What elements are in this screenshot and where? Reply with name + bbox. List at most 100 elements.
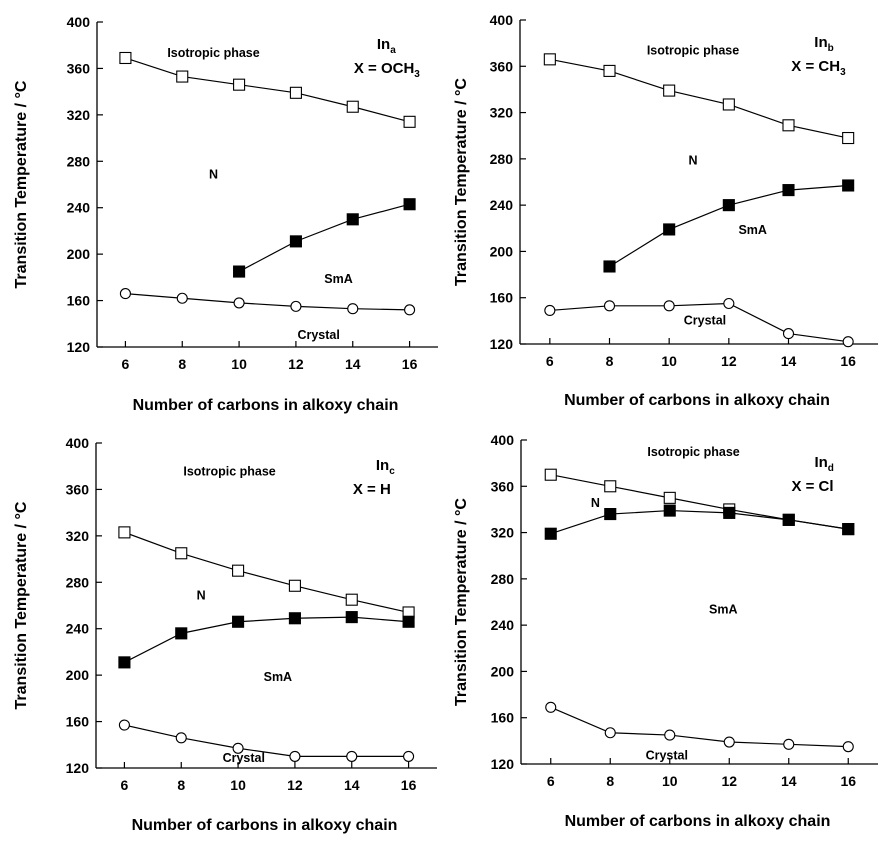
phase-label: SmA [264, 670, 292, 684]
data-point-open-circle [119, 288, 131, 300]
compound-label: Ind [814, 454, 833, 474]
data-point-filled-square [402, 615, 415, 628]
data-point-open-circle [175, 732, 187, 744]
y-tick-label: 120 [490, 336, 514, 352]
data-point-open-square [403, 115, 416, 128]
chart-panel-2: 120 160 200 240 280 320 360 400 6 8 10 12 14 16 Number… [453, 12, 878, 409]
series-line-open-circle [124, 724, 409, 757]
substituent-formula: X = Cl [791, 478, 833, 495]
y-tick-label: 240 [67, 200, 91, 216]
data-point-open-square [119, 51, 132, 65]
y-tick-label: 320 [67, 107, 91, 123]
data-point-open-square [346, 100, 359, 113]
data-point-filled-square [346, 213, 359, 226]
compound-subscript: a [390, 45, 396, 56]
x-axis-label: Number of carbons in alkoxy chain [133, 397, 399, 414]
data-point-open-circle [290, 300, 302, 312]
x-tick-label: 6 [546, 353, 554, 369]
data-point-filled-square [663, 223, 676, 236]
data-point-open-circle [783, 738, 795, 750]
data-point-filled-square [782, 513, 795, 526]
x-tick-label: 14 [345, 356, 361, 372]
y-axis-label: Transition Temperature / °C [453, 498, 470, 706]
y-tick-label: 160 [490, 290, 514, 306]
chart-panel-3: 120 160 200 240 280 320 360 400 6 8 10 12 14 16 Number… [13, 435, 437, 834]
x-tick-label: 8 [178, 356, 186, 372]
y-tick-label: 280 [66, 574, 90, 590]
y-tick-label: 400 [490, 12, 514, 28]
data-point-filled-square [345, 611, 358, 624]
substituent-label: X = Cl [791, 478, 833, 495]
data-point-open-square [176, 70, 189, 83]
x-tick-label: 14 [781, 353, 797, 369]
series-line-filled-square [609, 184, 849, 267]
data-point-open-circle [404, 304, 416, 316]
data-point-open-square [722, 98, 735, 111]
substituent-subscript: 3 [414, 69, 420, 80]
phase-label: SmA [709, 603, 737, 617]
data-point-open-square [289, 86, 302, 99]
x-tick-label: 6 [121, 777, 129, 793]
x-tick-label: 12 [288, 356, 304, 372]
data-point-open-circle [233, 297, 245, 309]
phase-label: Crystal [223, 751, 265, 765]
y-tick-label: 160 [66, 714, 90, 730]
phase-label: SmA [324, 272, 352, 286]
series-line-open-circle [125, 293, 410, 311]
x-tick-label: 12 [287, 777, 303, 793]
data-point-filled-square [782, 184, 795, 197]
x-tick-label: 6 [122, 356, 130, 372]
y-tick-label: 240 [490, 197, 514, 213]
data-point-filled-square [233, 265, 246, 278]
y-axis-label: Transition Temperature / °C [13, 501, 30, 709]
series-line-filled-square [238, 203, 410, 273]
data-point-filled-square [842, 179, 855, 192]
x-tick-label: 14 [781, 773, 797, 789]
data-point-filled-square [722, 199, 735, 212]
data-point-open-circle [232, 742, 244, 754]
compound-label: Inc [376, 457, 395, 477]
series-line-filled-square [124, 616, 409, 663]
y-tick-label: 320 [491, 525, 515, 541]
series-line-filled-square [550, 509, 849, 535]
data-point-open-circle [346, 750, 358, 762]
data-point-filled-square [403, 198, 416, 211]
data-point-filled-square [288, 612, 301, 625]
x-tick-label: 10 [662, 773, 678, 789]
x-tick-label: 8 [606, 353, 614, 369]
data-point-open-circle [842, 336, 854, 348]
y-tick-label: 240 [66, 621, 90, 637]
y-tick-label: 200 [491, 663, 515, 679]
y-tick-label: 160 [67, 293, 91, 309]
phase-label: Isotropic phase [183, 465, 275, 479]
data-point-open-square [603, 64, 616, 77]
x-axis-label: Number of carbons in alkoxy chain [564, 392, 830, 409]
data-point-open-circle [723, 297, 735, 310]
data-point-filled-square [723, 506, 736, 519]
y-axis-label: Transition Temperature / °C [453, 78, 470, 286]
y-tick-label: 120 [66, 760, 90, 776]
compound-base: In [377, 36, 390, 53]
data-point-filled-square [175, 627, 188, 640]
y-tick-label: 280 [67, 153, 91, 169]
y-tick-label: 120 [67, 339, 91, 355]
y-tick-label: 360 [491, 478, 515, 494]
phase-label: N [591, 496, 600, 510]
data-point-open-circle [176, 292, 188, 304]
data-point-open-square [663, 491, 676, 504]
data-point-open-circle [118, 719, 130, 731]
data-point-open-square [233, 78, 246, 91]
y-axis-label: Transition Temperature / °C [13, 80, 30, 288]
compound-subscript: c [389, 466, 395, 477]
data-point-open-square [175, 547, 188, 560]
y-tick-label: 120 [491, 756, 515, 772]
y-tick-label: 280 [490, 151, 514, 167]
x-tick-label: 8 [177, 777, 185, 793]
data-point-filled-square [289, 235, 302, 248]
y-tick-label: 160 [491, 710, 515, 726]
data-point-open-circle [545, 701, 557, 713]
x-tick-label: 12 [721, 773, 737, 789]
data-point-open-circle [663, 300, 675, 312]
chart-panel-4: 120 160 200 240 280 320 360 400 6 8 10 12 14 16 Number… [453, 432, 878, 830]
